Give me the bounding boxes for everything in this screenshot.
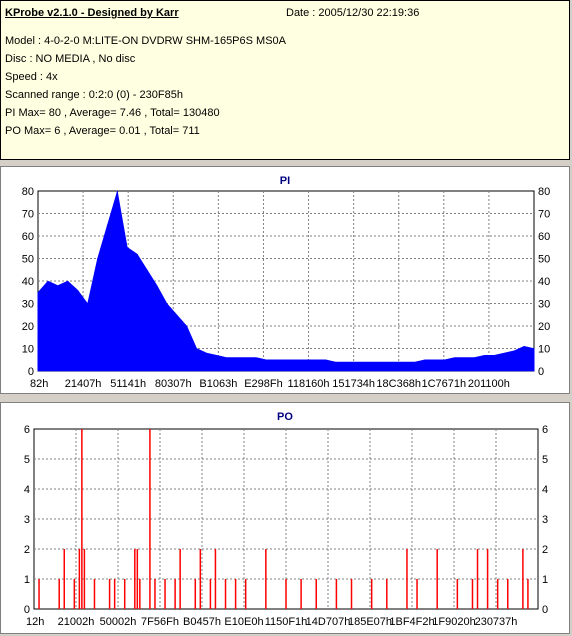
- x-tick-label: 18C368h: [376, 378, 421, 390]
- y-tick-label-left: 70: [22, 209, 34, 221]
- y-tick-label-right: 80: [538, 186, 550, 198]
- po-chart-title: PO: [277, 411, 293, 423]
- x-tick-label: 51141h: [110, 378, 146, 390]
- x-tick-label: 201100h: [468, 378, 510, 390]
- y-tick-label-left: 4: [24, 484, 30, 496]
- app-title: KProbe v2.1.0 - Designed by Karr: [5, 7, 179, 19]
- info-panel: KProbe v2.1.0 - Designed by Karr Date : …: [0, 0, 570, 160]
- scan-date: Date : 2005/12/30 22:19:36: [286, 7, 420, 19]
- y-tick-label-right: 0: [542, 604, 548, 616]
- y-tick-label-left: 0: [24, 604, 30, 616]
- x-tick-label: 1F9020h: [432, 616, 475, 628]
- y-tick-label-right: 30: [538, 299, 550, 311]
- x-tick-label: 82h: [30, 378, 48, 390]
- x-tick-label: 21002h: [58, 616, 95, 628]
- po-stats-line: PO Max= 6 , Average= 0.01 , Total= 711: [5, 125, 200, 137]
- y-tick-label-right: 1: [542, 574, 548, 586]
- disc-line: Disc : NO MEDIA , No disc: [5, 53, 136, 65]
- x-tick-label: 80307h: [155, 378, 192, 390]
- x-tick-label: E10E0h: [224, 616, 263, 628]
- y-tick-label-left: 6: [24, 424, 30, 436]
- pi-stats-line: PI Max= 80 , Average= 7.46 , Total= 1304…: [5, 107, 220, 119]
- y-tick-label-right: 20: [538, 321, 550, 333]
- x-tick-label: 118160h: [288, 378, 330, 390]
- y-tick-label-right: 2: [542, 544, 548, 556]
- x-tick-label: E298Fh: [244, 378, 283, 390]
- x-tick-label: 14D707h: [306, 616, 351, 628]
- y-tick-label-right: 4: [542, 484, 548, 496]
- y-tick-label-left: 30: [22, 299, 34, 311]
- po-chart-panel: PO 0 0 1 1 2 2 3 3 4 4 5 5 6 6 12h 21002h 50002h 7F56Fh B0…: [0, 402, 570, 634]
- y-tick-label-left: 60: [22, 231, 34, 243]
- range-line: Scanned range : 0:2:0 (0) - 230F85h: [5, 89, 183, 101]
- y-tick-label-left: 2: [24, 544, 30, 556]
- y-tick-label-right: 6: [542, 424, 548, 436]
- x-tick-label: 21407h: [65, 378, 102, 390]
- y-tick-label-right: 0: [538, 366, 544, 378]
- x-tick-label: 7F56Fh: [141, 616, 179, 628]
- y-tick-label-left: 3: [24, 514, 30, 526]
- pi-chart-panel: PI 0 0 10 10 20 20 30 30 40 40 50 50 60 60 70 70 80 80 82h…: [0, 166, 570, 394]
- y-tick-label-right: 60: [538, 231, 550, 243]
- speed-line: Speed : 4x: [5, 71, 58, 83]
- y-tick-label-right: 50: [538, 254, 550, 266]
- x-tick-label: 151734h: [332, 378, 375, 390]
- x-tick-label: 50002h: [100, 616, 137, 628]
- y-tick-label-right: 40: [538, 276, 550, 288]
- y-tick-label-left: 1: [24, 574, 30, 586]
- y-tick-label-left: 20: [22, 321, 34, 333]
- x-tick-label: 1BF4F2h: [389, 616, 434, 628]
- x-tick-label: 185E07h: [348, 616, 392, 628]
- y-tick-label-left: 80: [22, 186, 34, 198]
- x-tick-label: 1150F1h: [265, 616, 308, 628]
- x-tick-label: 12h: [26, 616, 44, 628]
- pi-chart: 0 0 10 10 20 20 30 30 40 40 50 50 60 60 70 70 80 80 82h 214…: [22, 186, 551, 390]
- y-tick-label-left: 10: [22, 344, 34, 356]
- x-tick-label: 1C7671h: [421, 378, 466, 390]
- y-tick-label-right: 70: [538, 209, 550, 221]
- pi-area: [37, 190, 535, 372]
- x-tick-label: B0457h: [183, 616, 221, 628]
- y-tick-label-left: 0: [28, 366, 34, 378]
- y-tick-label-right: 5: [542, 454, 548, 466]
- x-tick-label: 230737h: [475, 616, 518, 628]
- model-line: Model : 4-0-2-0 M:LITE-ON DVDRW SHM-165P…: [5, 35, 286, 47]
- po-chart: 0 0 1 1 2 2 3 3 4 4 5 5 6 6 12h 21002h 50002h 7F56Fh B0457…: [24, 424, 548, 628]
- y-tick-label-left: 50: [22, 254, 34, 266]
- y-tick-label-right: 3: [542, 514, 548, 526]
- pi-chart-title: PI: [279, 175, 291, 187]
- x-tick-label: B1063h: [199, 378, 237, 390]
- y-tick-label-left: 40: [22, 276, 34, 288]
- y-tick-label-left: 5: [24, 454, 30, 466]
- y-tick-label-right: 10: [538, 344, 550, 356]
